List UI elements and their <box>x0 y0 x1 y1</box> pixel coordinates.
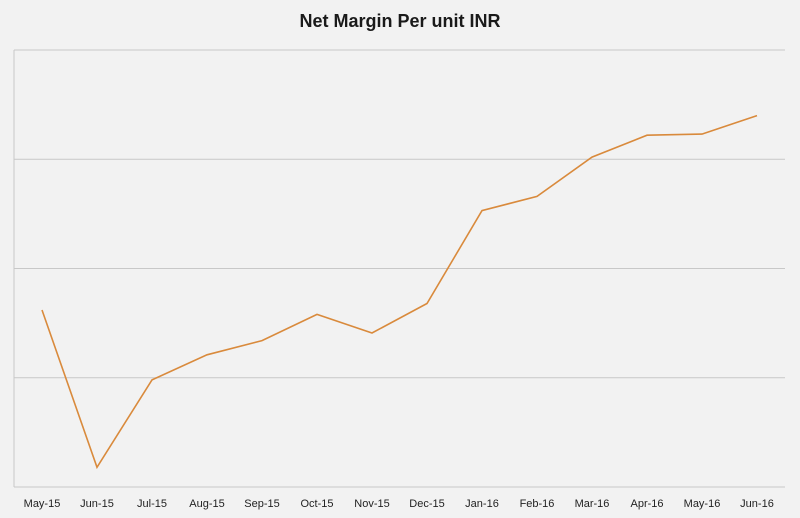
x-tick-label: Apr-16 <box>630 498 663 510</box>
x-tick-labels: May-15 Jun-15 Jul-15 Aug-15 Sep-15 Oct-15 Nov-… <box>24 498 774 510</box>
chart-title: Net Margin Per unit INR <box>299 11 501 31</box>
x-tick-label: Mar-16 <box>575 498 610 510</box>
axes <box>13 50 785 488</box>
x-tick-label: Jun-15 <box>80 498 114 510</box>
x-tick-label: Oct-15 <box>300 498 333 510</box>
series-line <box>41 114 758 470</box>
x-tick-label: Dec-15 <box>409 498 444 510</box>
x-tick-label: May-15 <box>24 498 61 510</box>
x-tick-label: Jan-16 <box>465 498 499 510</box>
x-tick-label: Jul-15 <box>137 498 167 510</box>
x-tick-label: Feb-16 <box>520 498 555 510</box>
x-tick-label: Aug-15 <box>189 498 224 510</box>
x-tick-label: Jun-16 <box>740 498 774 510</box>
x-tick-label: Sep-15 <box>244 498 279 510</box>
gridlines <box>14 49 785 379</box>
x-tick-label: May-16 <box>684 498 721 510</box>
x-tick-label: Nov-15 <box>354 498 389 510</box>
